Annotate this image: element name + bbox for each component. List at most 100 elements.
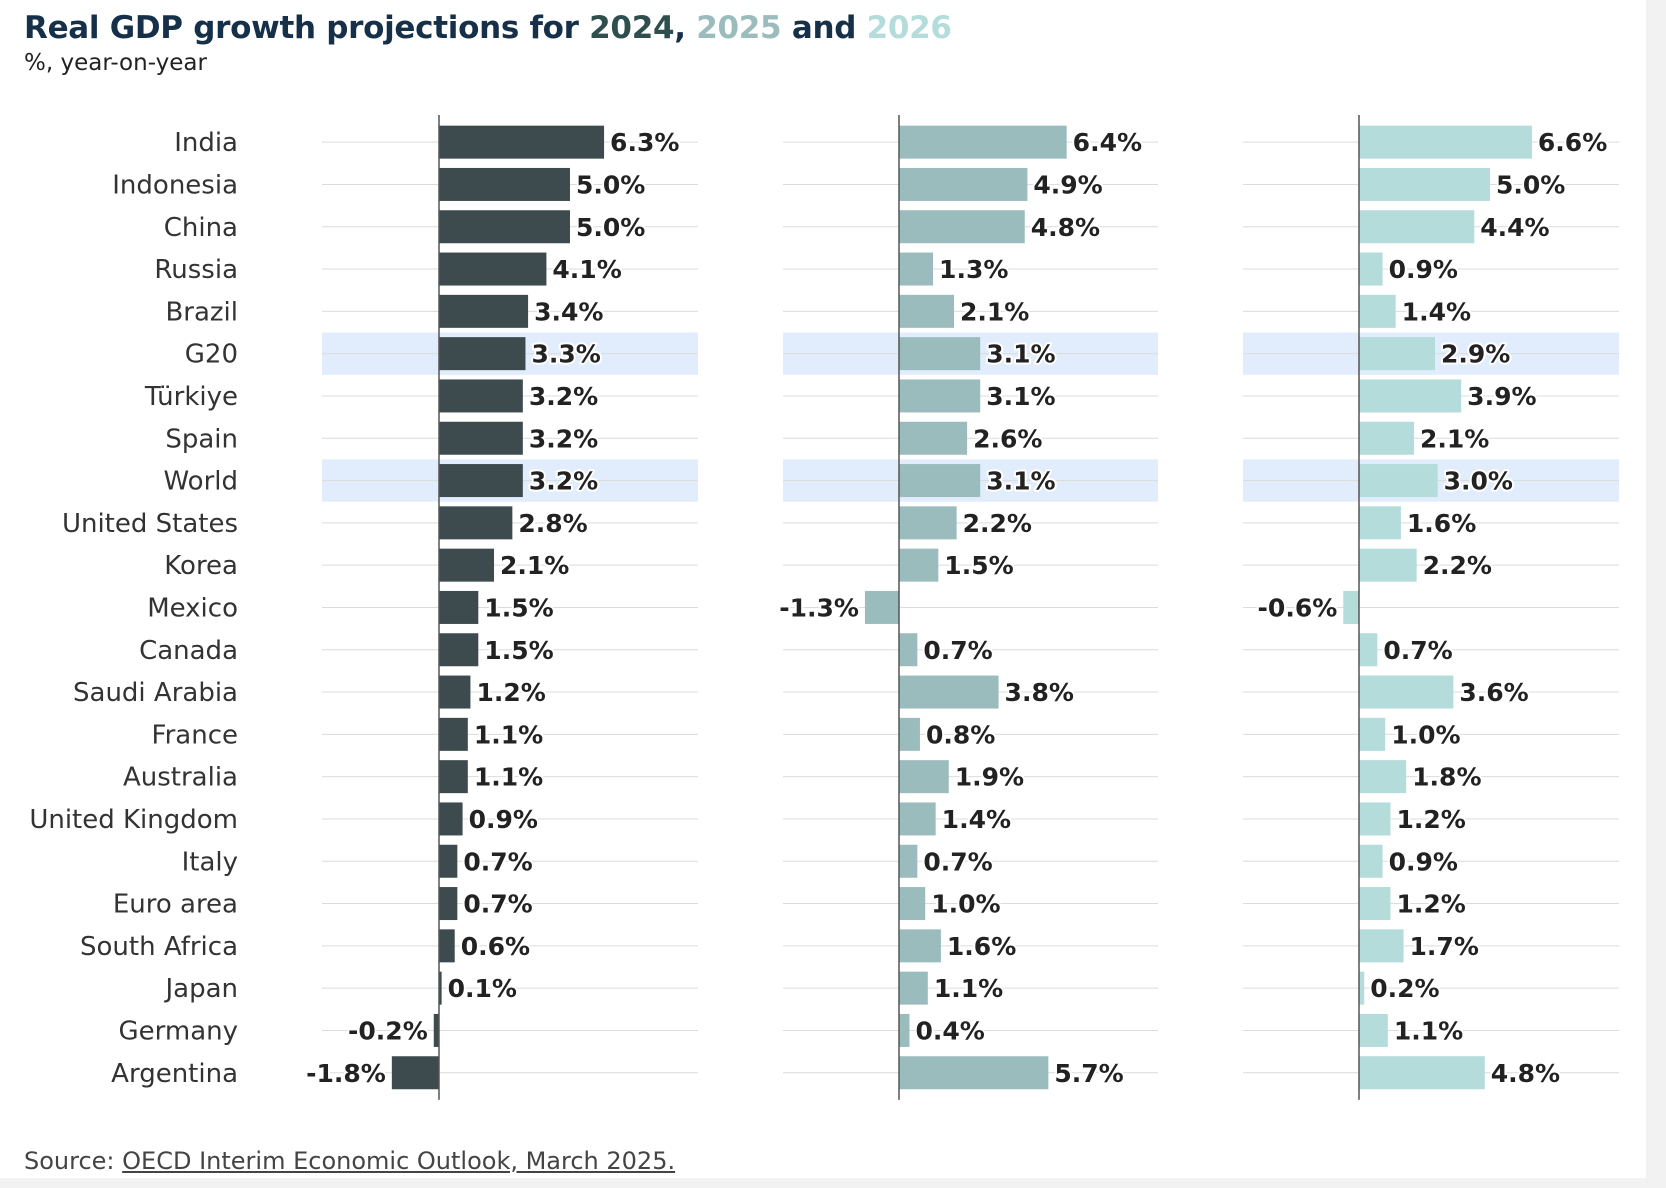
source-note: Source: OECD Interim Economic Outlook, M… [24, 1147, 675, 1175]
value-label-2024-south-africa: 0.6% [461, 932, 530, 961]
bar-2026-germany [1359, 1013, 1388, 1047]
title-year-2026: 2026 [866, 10, 952, 46]
value-label-2024-indonesia: 5.0% [576, 170, 645, 199]
chart-subtitle: %, year-on-year [24, 50, 207, 76]
bar-2025-euro-area [899, 887, 926, 921]
category-label-world: World [163, 467, 238, 497]
bar-2024-argentina [391, 1056, 439, 1090]
category-label-euro-area: Euro area [113, 890, 238, 920]
value-label-2025-japan: 1.1% [934, 974, 1003, 1003]
value-label-2024-brazil: 3.4% [534, 297, 603, 326]
category-label-france: France [152, 720, 238, 750]
bar-2024-france [439, 717, 468, 751]
title-sep-2: and [781, 10, 867, 46]
value-label-2025-south-africa: 1.6% [947, 932, 1016, 961]
value-label-2025-korea: 1.5% [944, 551, 1013, 580]
category-label-united-kingdom: United Kingdom [29, 805, 238, 835]
chart-svg: India Indonesia China Russia Brazil G20 Türkiy… [29, 115, 1619, 1100]
category-label-germany: Germany [118, 1016, 238, 1046]
bar-2026-spain [1359, 421, 1415, 455]
value-label-2025-world: 3.1% [986, 467, 1055, 496]
bar-2024-g20 [439, 337, 526, 371]
title-year-2025: 2025 [696, 10, 782, 46]
value-label-2024-spain: 3.2% [529, 424, 598, 453]
bar-2025-japan [899, 971, 928, 1005]
bar-2026-south-africa [1359, 929, 1404, 963]
bar-2025-australia [899, 760, 949, 794]
bar-2026-france [1359, 717, 1386, 751]
category-label-russia: Russia [154, 255, 238, 285]
bar-2024-euro-area [439, 887, 458, 921]
value-label-2026-argentina: 4.8% [1491, 1059, 1560, 1088]
value-label-2025-saudi-arabia: 3.8% [1005, 678, 1074, 707]
value-label-2025-canada: 0.7% [923, 636, 992, 665]
value-label-2025-euro-area: 1.0% [931, 890, 1000, 919]
value-label-2026-euro-area: 1.2% [1396, 890, 1465, 919]
value-label-2024-turkiye: 3.2% [529, 382, 598, 411]
value-label-2024-australia: 1.1% [474, 763, 543, 792]
category-label-australia: Australia [123, 763, 238, 793]
bar-2026-argentina [1359, 1056, 1485, 1090]
bar-2026-saudi-arabia [1359, 675, 1454, 709]
value-label-2025-germany: 0.4% [915, 1016, 984, 1045]
source-link[interactable]: OECD Interim Economic Outlook, March 202… [122, 1147, 676, 1175]
bar-2025-indonesia [899, 167, 1028, 201]
bar-2024-united-kingdom [439, 802, 463, 836]
bar-2025-france [899, 717, 920, 751]
bar-2026-indonesia [1359, 167, 1490, 201]
value-label-2025-australia: 1.9% [955, 763, 1024, 792]
bar-2026-china [1359, 210, 1475, 244]
bar-2026-india [1359, 125, 1532, 159]
value-label-2024-world: 3.2% [529, 467, 598, 496]
bar-2026-korea [1359, 548, 1417, 582]
value-label-2024-germany: -0.2% [348, 1016, 428, 1045]
category-label-indonesia: Indonesia [112, 170, 238, 200]
category-label-g20: G20 [185, 340, 238, 370]
value-label-2025-italy: 0.7% [923, 847, 992, 876]
bar-2025-argentina [899, 1056, 1049, 1090]
value-label-2026-indonesia: 5.0% [1496, 170, 1565, 199]
bar-2024-italy [439, 844, 458, 878]
value-label-2024-mexico: 1.5% [484, 593, 553, 622]
value-label-2026-spain: 2.1% [1420, 424, 1489, 453]
category-label-korea: Korea [164, 551, 238, 581]
bar-2025-korea [899, 548, 939, 582]
chart-card: India Indonesia China Russia Brazil G20 Türkiy… [0, 0, 1646, 1178]
bar-2025-south-africa [899, 929, 941, 963]
category-label-spain: Spain [165, 424, 238, 454]
bar-2024-japan [439, 971, 442, 1005]
value-label-2024-saudi-arabia: 1.2% [476, 678, 545, 707]
value-label-2024-korea: 2.1% [500, 551, 569, 580]
bar-2024-australia [439, 760, 468, 794]
bar-2024-south-africa [439, 929, 455, 963]
value-label-2026-mexico: -0.6% [1258, 593, 1338, 622]
bar-2024-mexico [439, 590, 479, 624]
title-prefix: Real GDP growth projections for [24, 10, 590, 46]
bar-2026-mexico [1343, 590, 1359, 624]
title-sep-1: , [674, 10, 697, 46]
bar-2024-saudi-arabia [439, 675, 471, 709]
bar-2024-spain [439, 421, 523, 455]
bar-2024-germany [433, 1013, 439, 1047]
value-label-2024-japan: 0.1% [448, 974, 517, 1003]
category-label-italy: Italy [182, 847, 238, 877]
category-label-brazil: Brazil [165, 297, 238, 327]
bar-2026-japan [1359, 971, 1365, 1005]
bar-2025-united-states [899, 506, 957, 540]
value-label-2024-argentina: -1.8% [306, 1059, 386, 1088]
value-label-2024-euro-area: 0.7% [463, 890, 532, 919]
category-label-canada: Canada [139, 636, 238, 666]
value-label-2025-spain: 2.6% [973, 424, 1042, 453]
value-label-2024-france: 1.1% [474, 720, 543, 749]
category-label-turkiye: Türkiye [144, 382, 238, 412]
value-label-2025-mexico: -1.3% [779, 593, 859, 622]
bar-2024-korea [439, 548, 495, 582]
value-label-2024-china: 5.0% [576, 213, 645, 242]
value-label-2026-japan: 0.2% [1370, 974, 1439, 1003]
bar-2025-spain [899, 421, 968, 455]
category-label-india: India [174, 128, 238, 158]
bar-2026-russia [1359, 252, 1383, 286]
value-label-2026-world: 3.0% [1444, 467, 1513, 496]
value-label-2026-canada: 0.7% [1383, 636, 1452, 665]
value-label-2026-germany: 1.1% [1394, 1016, 1463, 1045]
